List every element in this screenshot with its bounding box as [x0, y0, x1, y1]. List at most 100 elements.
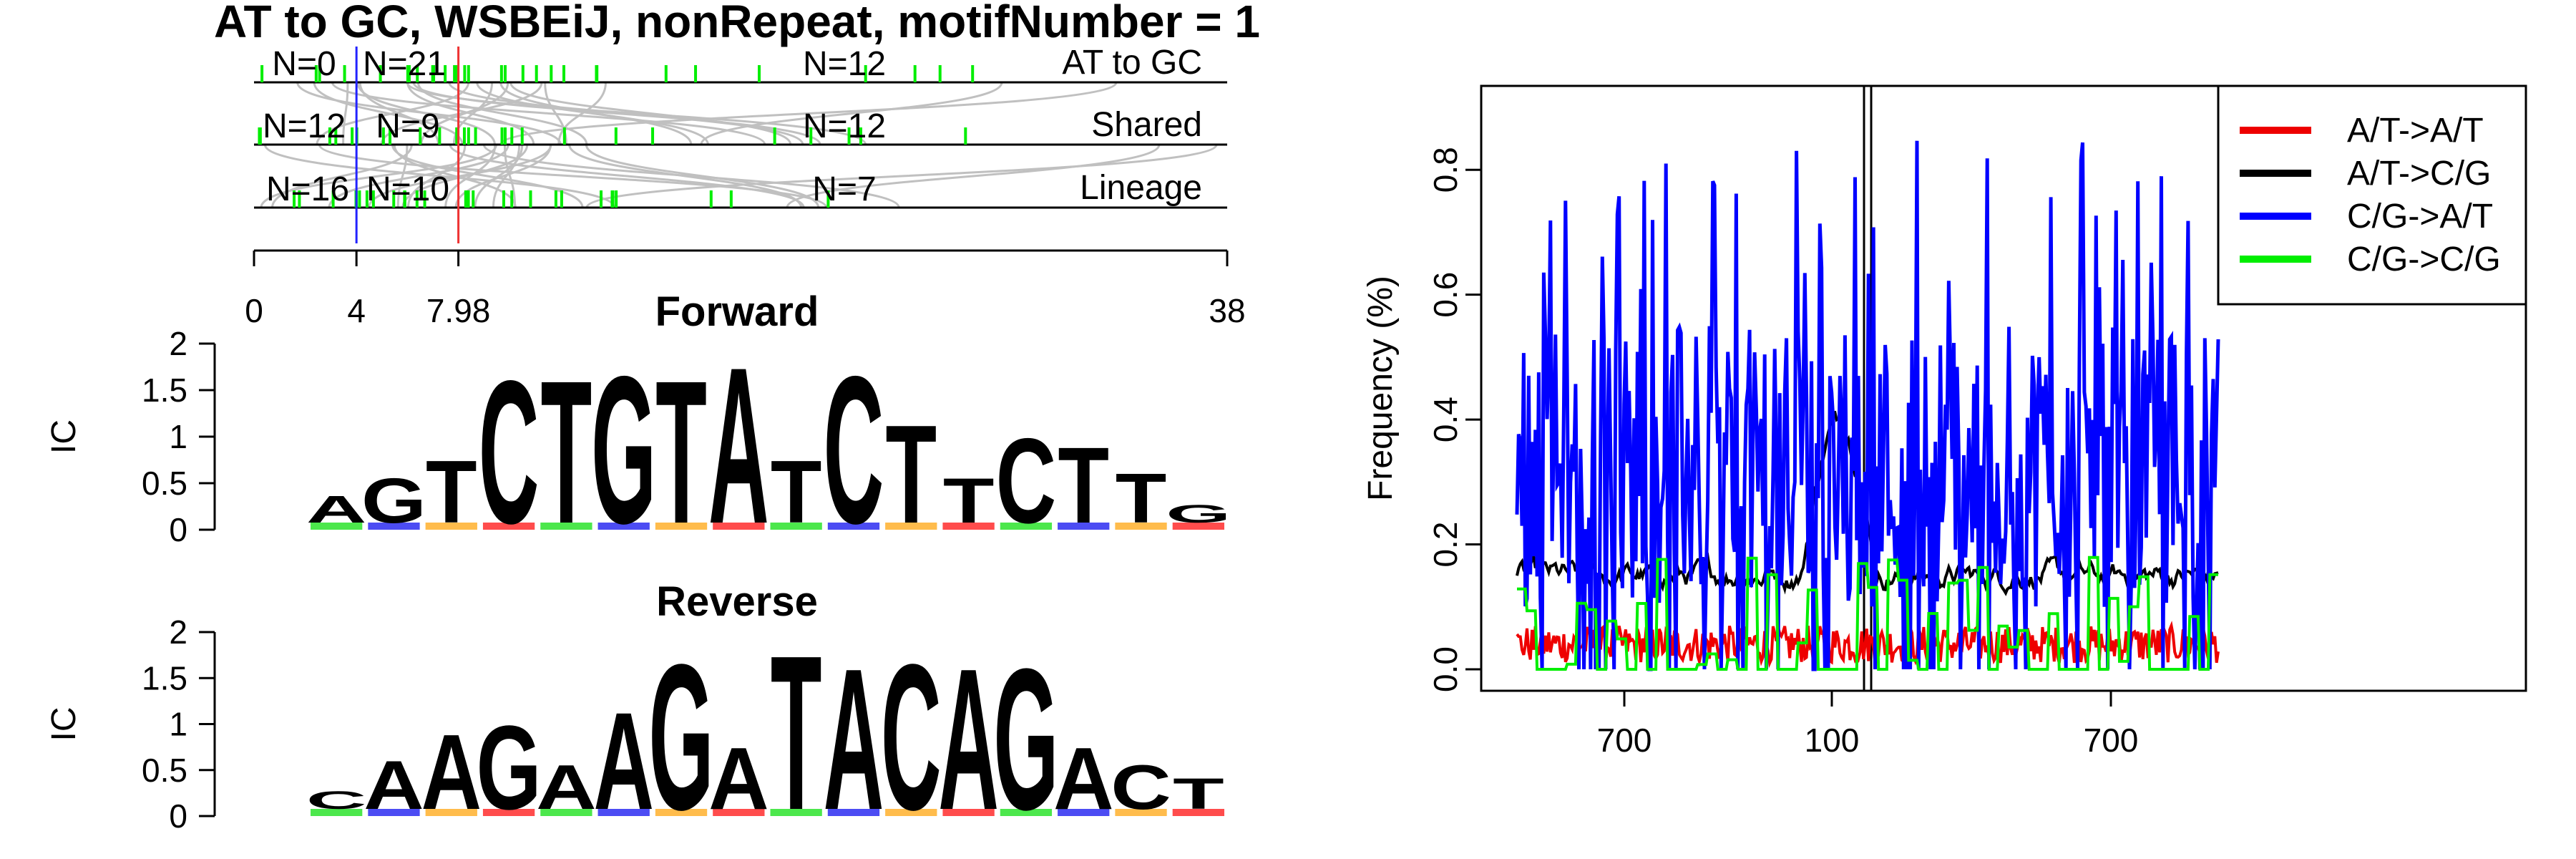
- legend-label: A/T->C/G: [2347, 155, 2491, 193]
- residual-letter: [1115, 523, 1167, 530]
- x-tick-label: 100: [1805, 722, 1860, 759]
- residual-letter: [713, 809, 765, 816]
- y-tick-label: 0: [169, 797, 187, 835]
- count-label: N=16: [266, 170, 349, 208]
- residual-letter: [827, 809, 880, 816]
- y-tick-label: 2: [169, 613, 187, 651]
- x-tick-label: 700: [1597, 722, 1652, 759]
- diagram-title: AT to GC, WSBEiJ, nonRepeat, motifNumber…: [214, 0, 1260, 47]
- connector-line: [393, 144, 517, 208]
- forward-title: Forward: [655, 288, 819, 335]
- residual-letter: [425, 809, 477, 816]
- connector-line: [786, 144, 1161, 208]
- logo-letter: T: [541, 339, 592, 567]
- count-label: N=10: [366, 170, 449, 208]
- logo-letter: A: [593, 684, 654, 839]
- residual-letter: [1172, 523, 1224, 530]
- logo-letter: C: [1111, 752, 1171, 822]
- connector-line: [476, 82, 709, 145]
- count-label: N=7: [812, 170, 876, 208]
- y-tick-label: 1.5: [142, 372, 187, 409]
- residual-letter: [885, 809, 937, 816]
- series-line: [1515, 140, 2220, 671]
- connector-line: [396, 144, 409, 208]
- residual-letter: [1058, 809, 1110, 816]
- legend-box: [2217, 84, 2527, 306]
- connector-line: [328, 144, 509, 208]
- logo-letter: G: [591, 334, 656, 568]
- connector-line: [271, 144, 413, 208]
- count-label: N=21: [363, 45, 446, 83]
- residual-letter: [770, 809, 822, 816]
- row-label: Shared: [1091, 106, 1202, 144]
- axis-tick-label: 7.98: [426, 292, 491, 329]
- logo-letter: A: [708, 729, 769, 828]
- logo-letter: C: [824, 334, 884, 568]
- logo-letter: C: [306, 787, 367, 815]
- residual-letter: [482, 523, 535, 530]
- y-tick-label: 0.8: [1427, 147, 1464, 193]
- logo-letter: T: [655, 339, 707, 567]
- y-tick-label: 0.0: [1427, 646, 1464, 692]
- count-label: N=9: [376, 107, 439, 145]
- logo-letter: G: [648, 621, 713, 853]
- residual-letter: [540, 809, 592, 816]
- residual-letter: [770, 523, 822, 530]
- logo-letter: G: [1166, 500, 1231, 528]
- residual-letter: [655, 809, 708, 816]
- y-tick-label: 0.4: [1427, 397, 1464, 442]
- logo-letter: A: [938, 626, 999, 852]
- y-tick-label: 0.5: [142, 752, 187, 789]
- connector-line: [358, 82, 440, 145]
- logo-letter: T: [771, 610, 822, 856]
- residual-letter: [942, 523, 995, 530]
- logo-letter: A: [421, 712, 482, 832]
- connector-line: [444, 144, 497, 208]
- residual-letter: [655, 523, 708, 530]
- logo-letter: G: [993, 626, 1058, 852]
- count-label: N=12: [803, 45, 886, 83]
- frequency-chart: 0.0 0.2 0.4 0.6 0.8 Frequency (%) 700 100 700 A/T…: [1362, 84, 2527, 759]
- y-tick-label: 1: [169, 706, 187, 743]
- logo-letter: A: [708, 321, 769, 570]
- residual-letter: [368, 809, 420, 816]
- residual-letter: [885, 523, 937, 530]
- axis-tick-label: 4: [347, 292, 366, 329]
- y-tick-label: 1.5: [142, 659, 187, 697]
- legend-label: C/G->A/T: [2347, 198, 2493, 236]
- y-tick-label: 2: [169, 325, 187, 362]
- axis-tick-label: 38: [1209, 292, 1245, 329]
- connector-line: [401, 144, 529, 208]
- count-label: N=0: [272, 45, 336, 83]
- residual-letter: [1115, 809, 1167, 816]
- logo-letter: A: [306, 488, 367, 530]
- residual-letter: [311, 809, 363, 816]
- logo-letter: C: [996, 413, 1057, 549]
- connector-line: [454, 144, 552, 208]
- residual-letter: [311, 523, 363, 530]
- logo-letter: T: [943, 465, 995, 536]
- diagram-panel: AT to GC N=0 N=21 N=12 Shared N=12 N=9 N=12 Line…: [245, 44, 1245, 329]
- axis-tick-label: 0: [245, 292, 263, 329]
- connector-line: [449, 144, 805, 208]
- y-tick-label: 0.2: [1427, 522, 1464, 568]
- logo-letter: T: [1116, 459, 1167, 538]
- residual-letter: [713, 523, 765, 530]
- logo-letter: T: [426, 442, 477, 542]
- y-axis-label: Frequency (%): [1362, 276, 1400, 501]
- connector-line: [263, 144, 616, 208]
- logo-y-label: IC: [45, 707, 83, 742]
- logo-letter: A: [536, 752, 597, 822]
- connector-line: [474, 144, 524, 208]
- logo-letter: C: [881, 621, 942, 853]
- connector-line: [316, 82, 470, 145]
- connector-line: [557, 82, 607, 145]
- residual-letter: [1000, 809, 1053, 816]
- series-line: [1517, 555, 2218, 671]
- logo-letter: A: [824, 626, 884, 852]
- x-tick-label: 700: [2084, 722, 2139, 759]
- series-line: [1516, 621, 2220, 669]
- connector-line: [700, 82, 1003, 145]
